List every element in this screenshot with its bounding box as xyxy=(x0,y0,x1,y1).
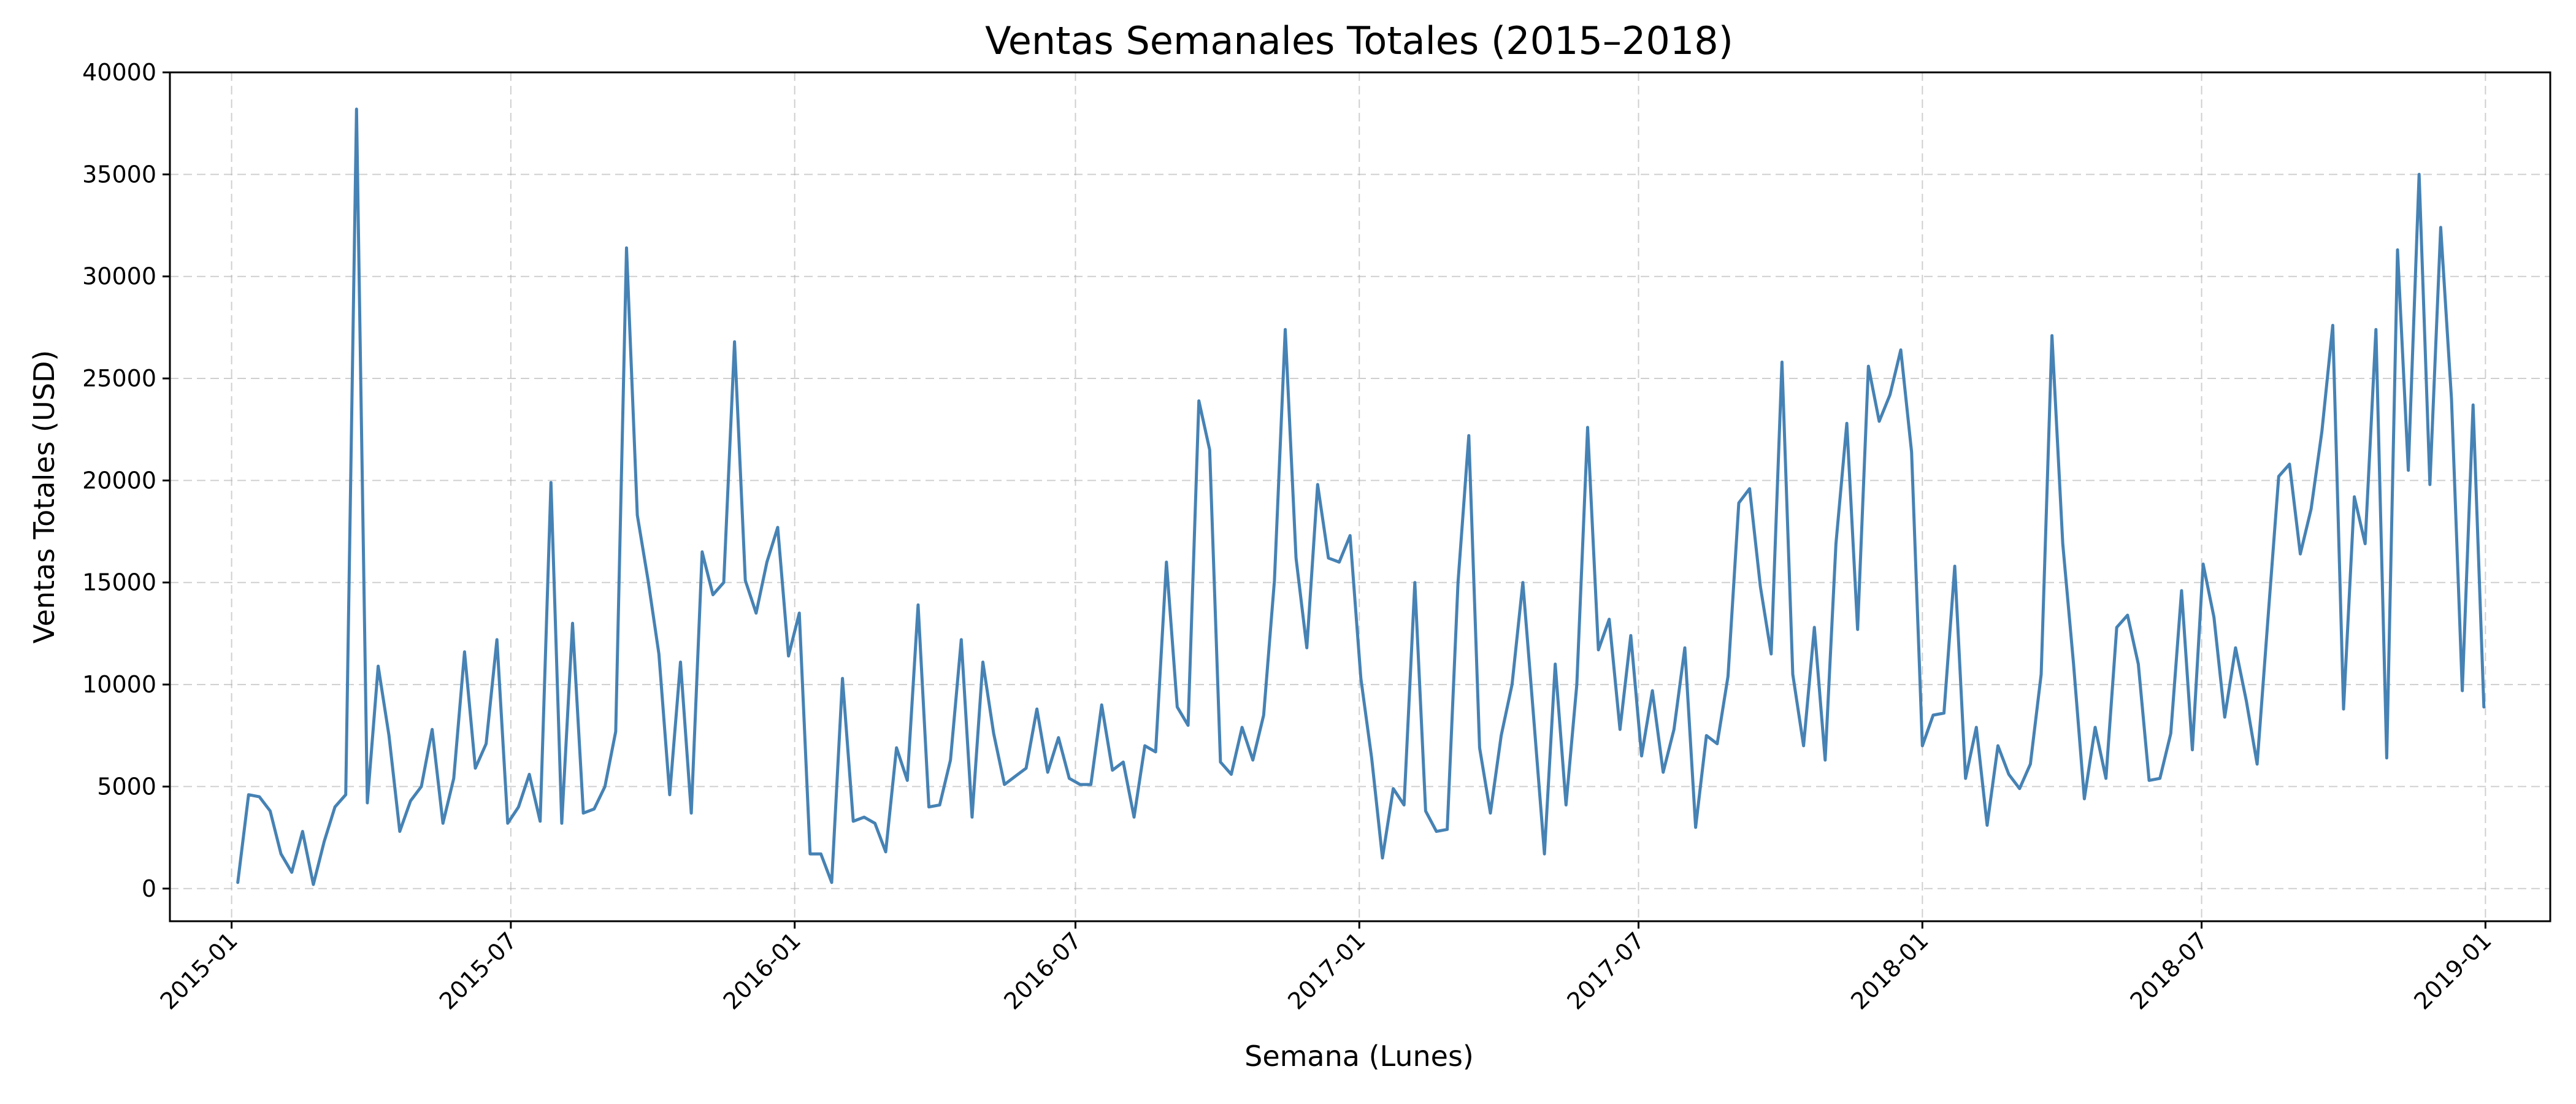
y-axis-ticks: 0 5000 10000 15000 20000 25000 30000 35000 40000 xyxy=(82,59,170,902)
x-tick-label: 2017-07 xyxy=(1562,927,1649,1014)
x-tick-label: 2016-07 xyxy=(999,927,1086,1014)
y-tick-label: 5000 xyxy=(97,773,156,800)
series-layer xyxy=(236,107,2486,886)
y-tick-label: 20000 xyxy=(82,467,156,494)
series-line-weekly-sales xyxy=(236,107,2486,886)
chart-title: Ventas Semanales Totales (2015–2018) xyxy=(985,18,1733,63)
y-axis-label: Ventas Totales (USD) xyxy=(28,350,61,644)
grid-lines xyxy=(170,72,2550,921)
y-tick-label: 10000 xyxy=(82,671,156,698)
x-tick-label: 2015-01 xyxy=(155,927,243,1014)
y-tick-label: 30000 xyxy=(82,263,156,290)
plot-frame xyxy=(169,71,2551,922)
x-axis-ticks: 2015-01 2015-07 2016-01 2016-07 2017-01 2017-… xyxy=(155,921,2497,1015)
x-tick-label: 2018-01 xyxy=(1846,927,1933,1014)
x-tick-label: 2016-01 xyxy=(718,927,806,1014)
y-tick-label: 35000 xyxy=(82,161,156,188)
x-tick-label: 2015-07 xyxy=(434,927,522,1014)
y-tick-label: 25000 xyxy=(82,365,156,392)
y-tick-label: 0 xyxy=(142,875,156,902)
y-tick-label: 40000 xyxy=(82,59,156,86)
x-axis-label: Semana (Lunes) xyxy=(1244,1040,1474,1073)
x-tick-label: 2018-07 xyxy=(2125,927,2213,1014)
y-tick-label: 15000 xyxy=(82,569,156,596)
x-tick-label: 2017-01 xyxy=(1282,927,1370,1014)
x-tick-label: 2019-01 xyxy=(2409,927,2496,1014)
